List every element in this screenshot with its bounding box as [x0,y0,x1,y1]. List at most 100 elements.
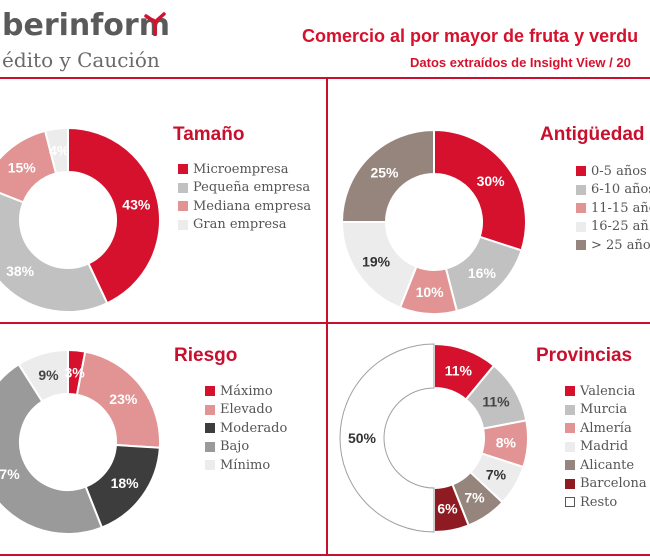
logo-subtitle: édito y Caución [2,48,160,72]
legend-swatch [576,166,586,177]
legend-label: Pequeña empresa [193,180,311,196]
slice-0-5-anos [433,128,527,252]
report-subtitle: Datos extraídos de Insight View / 20 [410,55,631,70]
chart-title-tamano: Tamaño [173,124,245,145]
legend-tamano: Microempresa Pequeña empresa Mediana empre… [178,160,311,234]
legend-swatch [576,203,586,214]
data-label-barcelona: 6% [437,501,458,517]
legend-swatch [565,386,575,397]
legend-swatch [576,184,586,195]
legend-label: Resto [580,494,618,510]
data-label-gran-empresa: 4% [49,143,70,159]
legend-label: Valencia [580,383,636,399]
legend-label: > 25 año [591,237,650,253]
legend-swatch [565,441,575,452]
legend-label: Mediana empresa [193,198,312,214]
legend-antiguedad: 0-5 años 6-10 años 11-15 año 16-25 añ > 25 a… [576,162,650,255]
legend-riesgo: Máximo Elevado Moderado Bajo Mínimo [205,382,287,475]
legend-item-elevado: Elevado [205,401,287,420]
legend-label: Mínimo [220,457,271,473]
legend-swatch [205,460,215,471]
legend-item-11-15-anos: 11-15 año [576,199,650,218]
legend-swatch [565,460,575,471]
legend-item-barcelona: Barcelona [565,475,647,494]
data-label-almeria: 8% [496,435,517,451]
legend-item-murcia: Murcia [565,401,647,420]
data-label-25-anos: 25% [370,165,399,181]
chart-title-provincias: Provincias [536,345,633,366]
legend-label: 6-10 años [591,182,650,198]
legend-item-madrid: Madrid [565,438,647,457]
legend-item-16-25-anos: 16-25 añ [576,218,650,237]
legend-label: Bajo [220,439,250,455]
data-label-6-10-anos: 16% [468,265,497,281]
slice-gran-empresa [43,126,69,175]
legend-provincias: Valencia Murcia Almería Madrid Alicante Barce… [565,382,647,512]
legend-item-almeria: Almería [565,419,647,438]
legend-item-microempresa: Microempresa [178,160,311,179]
data-label-minimo: 9% [38,367,59,383]
data-label-11-15-anos: 10% [416,284,445,300]
legend-label: Elevado [220,402,273,418]
data-label-alicante: 7% [464,490,485,506]
data-label-murcia: 11% [482,393,510,409]
legend-swatch [205,386,215,397]
legend-swatch [178,219,188,230]
legend-item-maximo: Máximo [205,382,287,401]
legend-swatch [178,182,188,193]
legend-label: 11-15 año [591,200,650,216]
legend-swatch [205,404,215,415]
legend-item-25-anos: > 25 año [576,236,650,255]
legend-label: Máximo [220,383,273,399]
data-label-microempresa: 43% [122,197,151,213]
slice-microempresa [67,126,161,305]
legend-swatch [565,478,575,489]
legend-item-6-10-anos: 6-10 años [576,181,650,200]
legend-item-resto: Resto [565,493,647,512]
logo-wordmark: berinform [2,8,170,43]
legend-label: Barcelona [580,476,647,492]
legend-swatch [565,423,575,434]
legend-label: 16-25 añ [591,219,649,235]
legend-label: Moderado [220,420,288,436]
legend-label: Murcia [580,402,628,418]
panel-frame-provincias [326,322,650,556]
slice-bajo [0,362,104,535]
data-label-valencia: 11% [445,362,473,378]
legend-item-moderado: Moderado [205,419,287,438]
legend-swatch [576,240,586,251]
legend-item-bajo: Bajo [205,438,287,457]
legend-label: Madrid [580,439,629,455]
legend-item-pequena-empresa: Pequeña empresa [178,179,311,198]
legend-item-minimo: Mínimo [205,456,287,475]
legend-swatch [178,164,188,175]
data-label-madrid: 7% [486,467,507,483]
legend-label: 0-5 años [591,163,647,179]
legend-swatch [565,497,575,508]
data-label-moderado: 18% [111,475,140,491]
legend-item-0-5-anos: 0-5 años [576,162,650,181]
slice-outline-resto [339,343,435,533]
legend-item-valencia: Valencia [565,382,647,401]
data-label-resto: 50% [348,430,377,446]
legend-label: Microempresa [193,161,289,177]
logo-arrow-icon [144,12,166,36]
data-label-maximo: 3% [64,364,85,380]
legend-label: Gran empresa [193,217,287,233]
legend-label: Almería [580,420,632,436]
slice-pequena-empresa [0,192,109,313]
data-label-mediana-empresa: 15% [8,159,37,175]
data-label-pequena-empresa: 38% [6,263,35,279]
data-label-elevado: 23% [109,391,138,407]
legend-swatch [565,404,575,415]
legend-swatch [205,441,215,452]
legend-swatch [178,201,188,212]
